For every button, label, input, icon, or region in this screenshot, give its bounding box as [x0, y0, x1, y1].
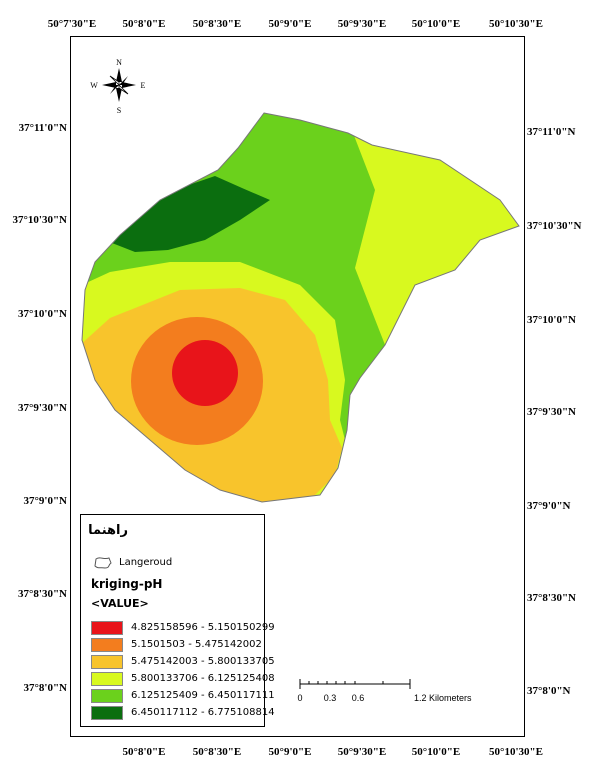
- graticule-top-2: 50°8'30"E: [192, 18, 242, 30]
- graticule-bottom-4: 50°10'0"E: [411, 746, 461, 758]
- legend-title: راهنما: [88, 523, 128, 538]
- legend-value-label: <VALUE>: [91, 597, 149, 610]
- study-area-outline: [81, 112, 520, 503]
- graticule-right-0: 37°11'0"N: [527, 126, 576, 138]
- graticule-bottom-2: 50°9'0"E: [268, 746, 312, 758]
- graticule-left-4: 37°9'0"N: [23, 495, 67, 507]
- legend-swatch: [91, 621, 123, 635]
- legend-layer-name: Langeroud: [119, 557, 173, 568]
- legend-class-label: 6.450117112 - 6.775108814: [131, 707, 275, 718]
- graticule-left-0: 37°11'0"N: [18, 122, 67, 134]
- legend-class-6: 6.450117112 - 6.775108814: [91, 706, 275, 721]
- legend-swatch: [91, 672, 123, 686]
- north-arrow-w: [102, 82, 116, 88]
- legend-class-1: 4.825158596 - 5.150150299: [91, 621, 275, 636]
- graticule-right-4: 37°9'0"N: [527, 500, 571, 512]
- scale-bar-label: 1.2 Kilometers: [414, 693, 472, 703]
- legend-class-label: 5.1501503 - 5.475142002: [131, 639, 262, 650]
- scale-bar: [299, 679, 411, 689]
- graticule-bottom-0: 50°8'0"E: [122, 746, 166, 758]
- north-arrow-label-s: S: [117, 106, 121, 115]
- graticule-left-2: 37°10'0"N: [17, 308, 67, 320]
- north-arrow: N S E W: [90, 58, 145, 115]
- north-arrow-label-e: E: [141, 81, 146, 90]
- graticule-left-3: 37°9'30"N: [17, 402, 67, 414]
- graticule-bottom-5: 50°10'30"E: [489, 746, 543, 758]
- legend-class-label: 5.800133706 - 6.125125408: [131, 673, 275, 684]
- north-arrow-s: [116, 88, 122, 102]
- graticule-top-3: 50°9'0"E: [268, 18, 312, 30]
- north-arrow-e: [122, 82, 136, 88]
- legend-swatch: [91, 706, 123, 720]
- graticule-right-3: 37°9'30"N: [527, 406, 577, 418]
- graticule-right-6: 37°8'0"N: [527, 685, 571, 697]
- legend-class-3: 5.475142003 - 5.800133705: [91, 655, 275, 670]
- graticule-top-5: 50°10'0"E: [411, 18, 461, 30]
- legend-class-5: 6.125125409 - 6.450117111: [91, 689, 275, 704]
- legend-swatch: [91, 655, 123, 669]
- zone-dark-green: [112, 176, 270, 252]
- graticule-left-1: 37°10'30"N: [12, 214, 67, 226]
- legend-field-name: kriging-pH: [91, 577, 163, 591]
- north-arrow-label-n: N: [116, 58, 122, 67]
- zone-red: [172, 340, 238, 406]
- graticule-left-6: 37°8'0"N: [23, 682, 67, 694]
- scale-tick-2: 0.6: [351, 693, 365, 703]
- graticule-top-0: 50°7'30"E: [47, 18, 97, 30]
- scale-tick-1: 0.3: [323, 693, 337, 703]
- graticule-bottom-1: 50°8'30"E: [192, 746, 242, 758]
- zone-yellowgreen-east: [348, 120, 519, 440]
- graticule-left-5: 37°8'30"N: [17, 588, 67, 600]
- legend-class-4: 5.800133706 - 6.125125408: [91, 672, 275, 687]
- legend-class-label: 6.125125409 - 6.450117111: [131, 690, 275, 701]
- graticule-top-6: 50°10'30"E: [489, 18, 543, 30]
- graticule-bottom-3: 50°9'30"E: [337, 746, 387, 758]
- graticule-right-1: 37°10'30"N: [527, 220, 582, 232]
- graticule-right-5: 37°8'30"N: [527, 592, 577, 604]
- boundary-polygon-icon: [94, 557, 112, 569]
- legend-class-label: 4.825158596 - 5.150150299: [131, 622, 275, 633]
- legend-class-2: 5.1501503 - 5.475142002: [91, 638, 266, 653]
- graticule-top-4: 50°9'30"E: [337, 18, 387, 30]
- north-arrow-label-w: W: [90, 81, 98, 90]
- graticule-right-2: 37°10'0"N: [527, 314, 577, 326]
- north-arrow-n: [116, 68, 122, 82]
- legend-class-label: 5.475142003 - 5.800133705: [131, 656, 275, 667]
- legend-swatch: [91, 638, 123, 652]
- graticule-top-1: 50°8'0"E: [122, 18, 166, 30]
- legend: راهنما Langeroud kriging-pH <VALUE> 4.82…: [80, 514, 275, 727]
- legend-swatch: [91, 689, 123, 703]
- scale-tick-0: 0: [297, 693, 303, 703]
